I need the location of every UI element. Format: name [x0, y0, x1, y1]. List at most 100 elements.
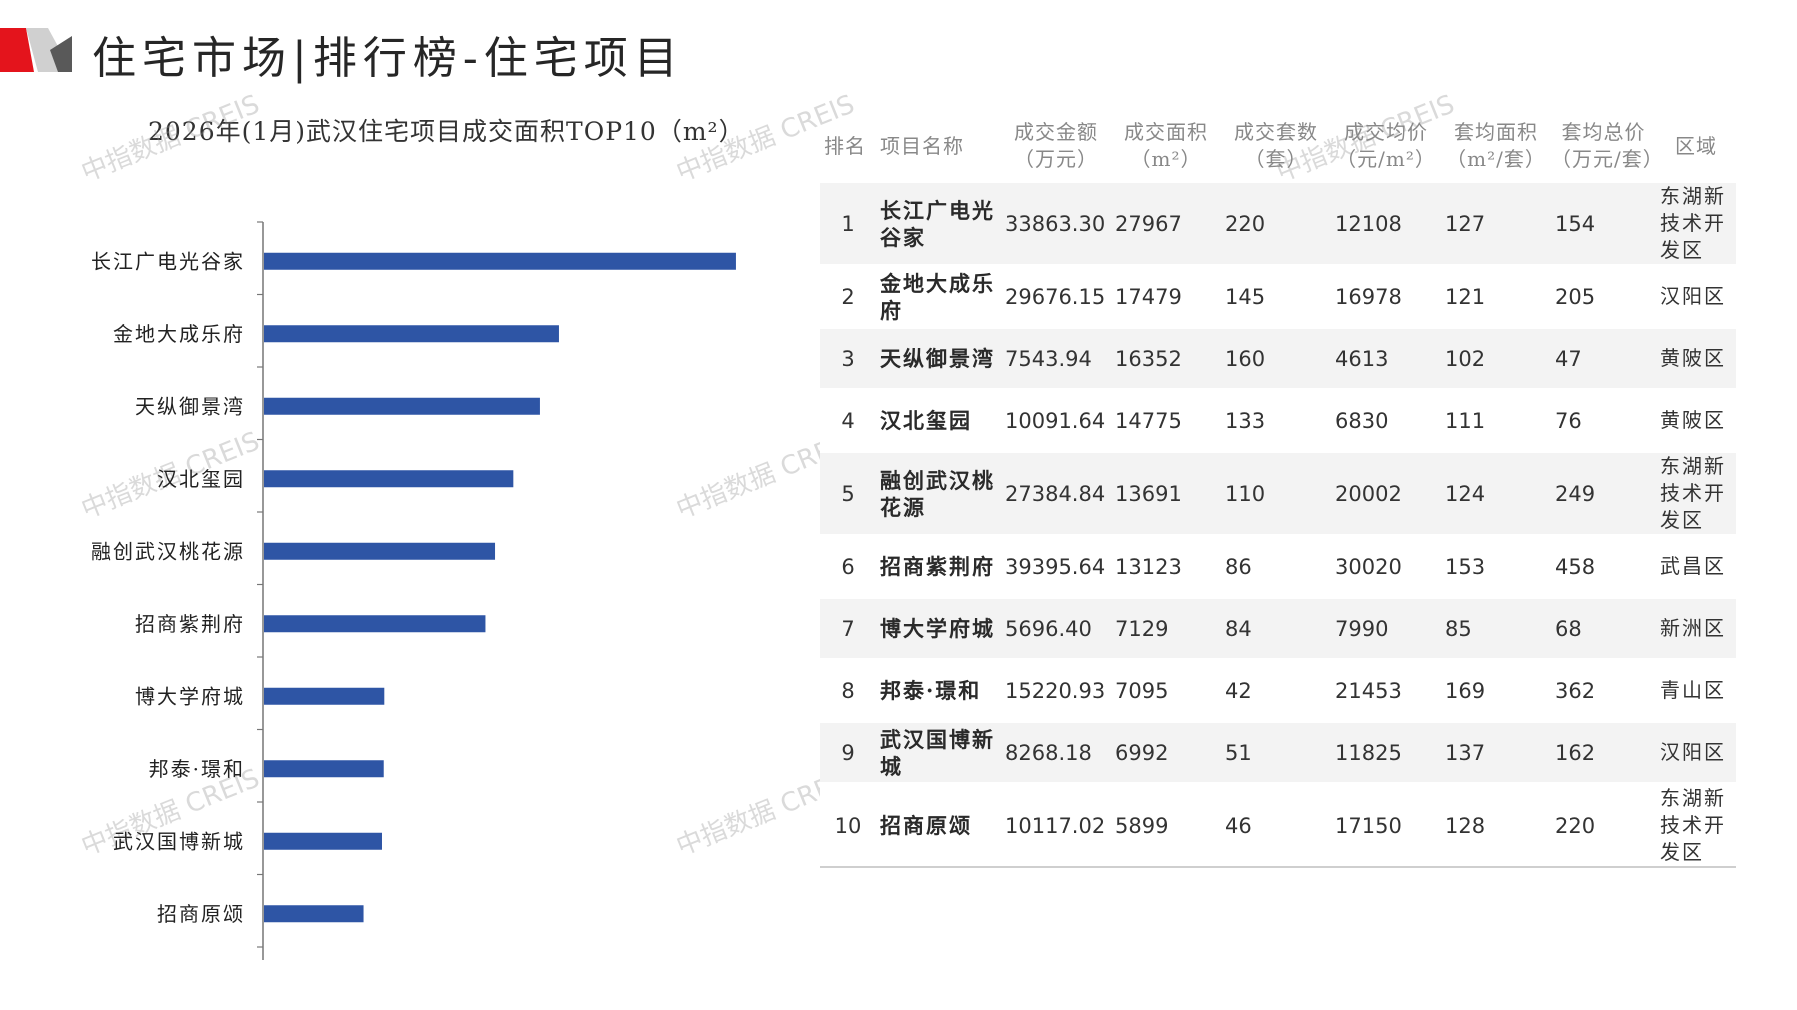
cell-avg-area: 127	[1441, 180, 1551, 266]
cell-amount: 10091.64	[1001, 388, 1111, 452]
table-row: 8 邦泰·璟和 15220.93 7095 42 21453 169 362 青山区	[820, 658, 1736, 722]
cell-price: 11825	[1331, 720, 1441, 784]
cell-units: 86	[1221, 534, 1331, 598]
category-label: 招商原颂	[157, 902, 245, 926]
category-label: 天纵御景湾	[135, 394, 245, 418]
page-title: 住宅市场|排行榜-住宅项目	[92, 33, 684, 84]
category-label: 汉北玺园	[157, 467, 245, 491]
cell-name: 招商紫荆府	[876, 534, 1001, 598]
cell-units: 220	[1221, 180, 1331, 266]
cell-area: 7095	[1111, 658, 1221, 722]
bar	[264, 832, 382, 850]
header-area-line2: （m²）	[1130, 147, 1202, 171]
cell-amount: 8268.18	[1001, 720, 1111, 784]
cell-avg-total: 458	[1551, 534, 1656, 598]
bar	[264, 615, 486, 633]
cell-avg-total: 68	[1551, 596, 1656, 660]
cell-rank: 8	[820, 658, 876, 722]
header-units-line1: 成交套数	[1234, 120, 1318, 144]
cell-price: 6830	[1331, 388, 1441, 452]
cell-avg-area: 137	[1441, 720, 1551, 784]
logo-dark-shape	[50, 36, 72, 72]
cell-price: 4613	[1331, 326, 1441, 390]
cell-area: 13691	[1111, 450, 1221, 536]
table-row: 3 天纵御景湾 7543.94 16352 160 4613 102 47 黄陂区	[820, 326, 1736, 390]
cell-name: 长江广电光谷家	[876, 180, 1001, 266]
cell-units: 46	[1221, 782, 1331, 868]
category-label: 融创武汉桃花源	[91, 539, 245, 563]
table-body: 1 长江广电光谷家 33863.30 27967 220 12108 127 154 东湖新技术…	[820, 180, 1736, 868]
table-row: 9 武汉国博新城 8268.18 6992 51 11825 137 162 汉阳区	[820, 720, 1736, 784]
table-row: 10 招商原颂 10117.02 5899 46 17150 128 220 东湖新技术开发区	[820, 782, 1736, 868]
ranking-table: 排名 项目名称 成交金额 （万元） 成交面积 （m²） 成交套数 （套） 成交均价 （元…	[820, 112, 1736, 868]
cell-amount: 29676.15	[1001, 264, 1111, 328]
cell-amount: 7543.94	[1001, 326, 1111, 390]
bar	[264, 760, 384, 778]
header-area: 成交面积 （m²）	[1111, 112, 1221, 183]
cell-name: 武汉国博新城	[876, 720, 1001, 784]
cell-district: 新洲区	[1656, 596, 1736, 660]
cell-units: 160	[1221, 326, 1331, 390]
cell-name: 邦泰·璟和	[876, 658, 1001, 722]
category-label: 金地大成乐府	[113, 322, 245, 346]
bar	[264, 252, 736, 270]
cell-rank: 4	[820, 388, 876, 452]
bar	[264, 470, 514, 488]
cell-district: 东湖新技术开发区	[1656, 450, 1736, 536]
cell-amount: 33863.30	[1001, 180, 1111, 266]
bar	[264, 325, 559, 343]
cell-units: 145	[1221, 264, 1331, 328]
cell-district: 东湖新技术开发区	[1656, 782, 1736, 868]
cell-area: 5899	[1111, 782, 1221, 868]
header-rank: 排名	[820, 112, 876, 183]
header-units-line2: （套）	[1244, 147, 1308, 171]
cell-avg-total: 205	[1551, 264, 1656, 328]
cell-avg-area: 124	[1441, 450, 1551, 536]
logo-red-shape	[0, 28, 34, 72]
category-label: 招商紫荆府	[135, 612, 245, 636]
cell-avg-area: 128	[1441, 782, 1551, 868]
table-row: 7 博大学府城 5696.40 7129 84 7990 85 68 新洲区	[820, 596, 1736, 660]
cell-area: 27967	[1111, 180, 1221, 266]
bar	[264, 397, 540, 415]
header-avg-area-line1: 套均面积	[1454, 120, 1538, 144]
header-avg-total-line1: 套均总价	[1561, 120, 1646, 144]
header-price: 成交均价 （元/m²）	[1331, 112, 1441, 183]
cell-rank: 2	[820, 264, 876, 328]
cell-district: 黄陂区	[1656, 326, 1736, 390]
cell-area: 14775	[1111, 388, 1221, 452]
header-avg-area-line2: （m²/套）	[1446, 147, 1546, 171]
cell-rank: 1	[820, 180, 876, 266]
header-name: 项目名称	[876, 112, 1001, 183]
cell-avg-total: 362	[1551, 658, 1656, 722]
category-label: 邦泰·璟和	[149, 757, 245, 781]
cell-avg-total: 220	[1551, 782, 1656, 868]
cell-avg-total: 154	[1551, 180, 1656, 266]
cell-units: 84	[1221, 596, 1331, 660]
cell-district: 黄陂区	[1656, 388, 1736, 452]
cell-avg-area: 121	[1441, 264, 1551, 328]
table-header-row: 排名 项目名称 成交金额 （万元） 成交面积 （m²） 成交套数 （套） 成交均价 （元…	[820, 112, 1736, 183]
header-units: 成交套数 （套）	[1221, 112, 1331, 183]
cell-district: 东湖新技术开发区	[1656, 180, 1736, 266]
cell-units: 51	[1221, 720, 1331, 784]
cell-district: 武昌区	[1656, 534, 1736, 598]
cell-avg-area: 169	[1441, 658, 1551, 722]
bar	[264, 687, 385, 705]
header-amount-line1: 成交金额	[1014, 120, 1098, 144]
cell-amount: 15220.93	[1001, 658, 1111, 722]
table-row: 6 招商紫荆府 39395.64 13123 86 30020 153 458 武昌区	[820, 534, 1736, 598]
cell-district: 青山区	[1656, 658, 1736, 722]
header-price-line1: 成交均价	[1344, 120, 1428, 144]
header-district: 区域	[1656, 112, 1736, 183]
category-label: 长江广电光谷家	[91, 249, 245, 273]
cell-rank: 7	[820, 596, 876, 660]
cell-name: 汉北玺园	[876, 388, 1001, 452]
cell-name: 招商原颂	[876, 782, 1001, 868]
cell-area: 16352	[1111, 326, 1221, 390]
cell-price: 21453	[1331, 658, 1441, 722]
cell-avg-total: 162	[1551, 720, 1656, 784]
bar	[264, 905, 364, 923]
header-avg-area: 套均面积 （m²/套）	[1441, 112, 1551, 183]
cell-price: 30020	[1331, 534, 1441, 598]
